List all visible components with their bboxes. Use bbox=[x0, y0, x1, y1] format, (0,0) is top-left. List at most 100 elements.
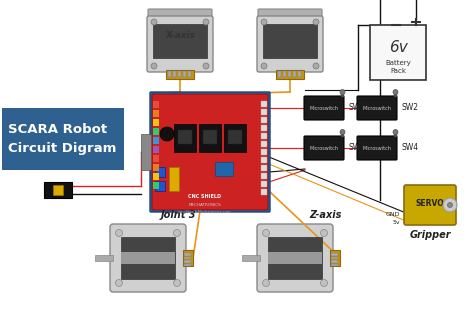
Bar bbox=[268, 252, 322, 264]
Bar bbox=[261, 133, 267, 139]
FancyBboxPatch shape bbox=[148, 9, 212, 19]
Bar bbox=[174, 124, 196, 152]
Text: www.HowToMechatronics.com: www.HowToMechatronics.com bbox=[178, 210, 232, 214]
Circle shape bbox=[313, 63, 319, 69]
Bar bbox=[44, 182, 72, 198]
Bar bbox=[215, 162, 233, 176]
Bar bbox=[261, 117, 267, 123]
Bar bbox=[179, 71, 182, 77]
Bar bbox=[331, 264, 338, 266]
Text: SW4: SW4 bbox=[402, 144, 419, 153]
FancyBboxPatch shape bbox=[258, 9, 322, 19]
FancyBboxPatch shape bbox=[150, 92, 270, 212]
Circle shape bbox=[263, 280, 270, 286]
Bar bbox=[153, 128, 159, 135]
Text: MECHATRONICS: MECHATRONICS bbox=[189, 203, 221, 207]
Text: SW1: SW1 bbox=[349, 104, 366, 113]
Bar bbox=[299, 71, 301, 77]
Circle shape bbox=[151, 19, 157, 25]
Text: Battery
Pack: Battery Pack bbox=[385, 60, 411, 74]
FancyBboxPatch shape bbox=[304, 136, 344, 160]
Bar bbox=[283, 71, 286, 77]
Bar bbox=[261, 181, 267, 187]
Circle shape bbox=[151, 63, 157, 69]
Bar bbox=[341, 133, 344, 137]
Text: 5v: 5v bbox=[392, 221, 400, 226]
Circle shape bbox=[320, 280, 328, 286]
Circle shape bbox=[173, 230, 181, 236]
FancyBboxPatch shape bbox=[357, 96, 397, 120]
Circle shape bbox=[447, 202, 453, 207]
Bar bbox=[155, 167, 165, 177]
Circle shape bbox=[160, 127, 174, 141]
Bar bbox=[261, 109, 267, 115]
Text: Microswitch: Microswitch bbox=[363, 105, 392, 110]
Bar bbox=[261, 101, 267, 107]
Bar bbox=[153, 173, 159, 180]
Bar bbox=[183, 71, 186, 77]
Bar bbox=[173, 71, 176, 77]
Bar bbox=[261, 189, 267, 195]
Bar bbox=[141, 134, 153, 170]
Text: Microswitch: Microswitch bbox=[363, 145, 392, 150]
Bar bbox=[189, 71, 191, 77]
FancyBboxPatch shape bbox=[304, 96, 344, 120]
Circle shape bbox=[203, 19, 209, 25]
FancyBboxPatch shape bbox=[147, 16, 213, 72]
Text: Z-axis: Z-axis bbox=[309, 210, 341, 220]
Bar bbox=[370, 25, 426, 80]
Bar bbox=[153, 146, 159, 153]
Bar bbox=[153, 24, 207, 58]
Text: SW3: SW3 bbox=[349, 144, 366, 153]
Circle shape bbox=[393, 90, 398, 95]
FancyBboxPatch shape bbox=[152, 94, 268, 210]
Bar bbox=[394, 133, 397, 137]
Bar bbox=[153, 101, 159, 108]
Bar bbox=[261, 173, 267, 179]
FancyBboxPatch shape bbox=[357, 136, 397, 160]
Circle shape bbox=[261, 19, 267, 25]
Bar bbox=[276, 70, 304, 79]
Text: Microswitch: Microswitch bbox=[310, 145, 338, 150]
Bar bbox=[242, 255, 260, 261]
Bar bbox=[263, 24, 317, 58]
Circle shape bbox=[116, 280, 122, 286]
Circle shape bbox=[340, 129, 345, 134]
Text: 6v: 6v bbox=[389, 41, 407, 56]
Text: GND: GND bbox=[385, 212, 400, 217]
Bar bbox=[153, 137, 159, 144]
Circle shape bbox=[116, 230, 122, 236]
FancyBboxPatch shape bbox=[404, 185, 456, 225]
Bar bbox=[394, 93, 397, 97]
Bar bbox=[293, 71, 297, 77]
Bar bbox=[121, 252, 175, 264]
Bar bbox=[153, 110, 159, 117]
FancyBboxPatch shape bbox=[110, 224, 186, 292]
Bar bbox=[331, 260, 338, 262]
Bar bbox=[153, 155, 159, 162]
Bar bbox=[184, 256, 191, 259]
Bar bbox=[178, 130, 192, 144]
Text: Microswitch: Microswitch bbox=[310, 105, 338, 110]
Bar bbox=[268, 237, 322, 279]
Bar bbox=[184, 260, 191, 262]
Bar bbox=[261, 149, 267, 155]
Bar bbox=[228, 130, 242, 144]
Text: Gripper: Gripper bbox=[409, 230, 451, 240]
Text: X-axis: X-axis bbox=[165, 32, 195, 41]
Text: SCARA Robot
Circuit Digram: SCARA Robot Circuit Digram bbox=[8, 123, 117, 155]
Bar bbox=[261, 165, 267, 171]
Bar bbox=[153, 164, 159, 171]
Bar bbox=[331, 256, 338, 259]
Circle shape bbox=[261, 63, 267, 69]
Bar bbox=[261, 125, 267, 131]
Bar bbox=[261, 157, 267, 163]
Bar bbox=[168, 71, 172, 77]
Bar bbox=[153, 182, 159, 189]
Circle shape bbox=[263, 230, 270, 236]
Bar bbox=[166, 70, 194, 79]
Bar bbox=[153, 119, 159, 126]
Bar bbox=[331, 253, 338, 256]
Bar bbox=[2, 108, 124, 170]
Bar bbox=[155, 181, 165, 191]
